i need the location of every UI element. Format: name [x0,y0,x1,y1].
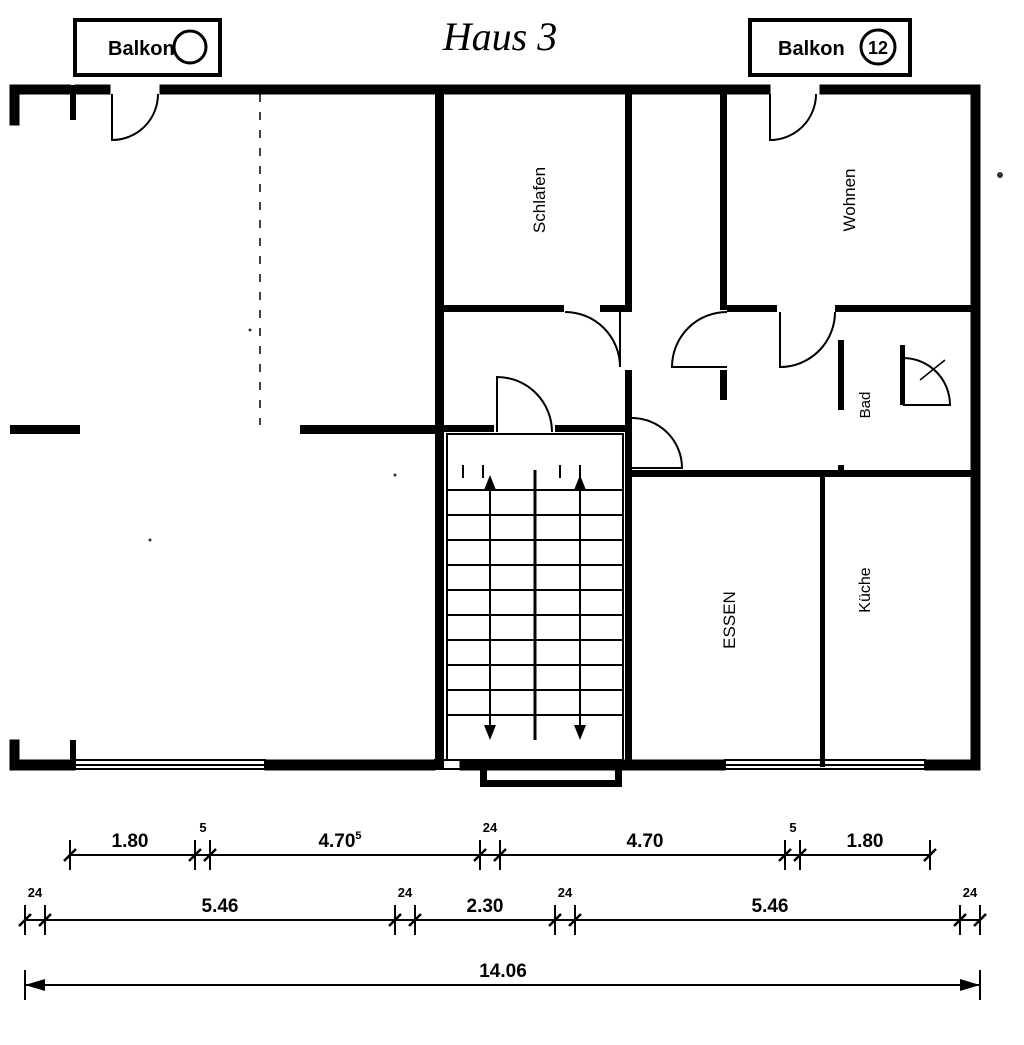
dim-r3-0: 14.06 [479,961,527,982]
dim-r1-2: 4.705 [318,830,361,852]
balkon-left-label: Balkon [108,38,175,60]
dim-r2-6s: 24 [963,885,978,900]
balkon-right-label: Balkon [778,38,845,60]
balkon-left-circle-icon [174,31,206,63]
dim-r2-3: 2.30 [467,896,504,917]
balkon-left: Balkon [75,20,220,75]
label-kuche: Küche [857,567,874,612]
dim-r1-1s: 5 [199,820,206,835]
interior-walls [10,85,980,787]
dim-r2-2s: 24 [398,885,413,900]
label-bad: Bad [857,392,874,419]
label-schlafen: Schlafen [530,167,549,233]
dim-r1-4: 4.70 [627,831,664,852]
label-essen: ESSEN [720,591,739,649]
dim-r2-1: 5.46 [202,896,239,917]
balkon-right: Balkon 12 [750,20,910,75]
dimension-row-2-labels: 24 5.46 24 2.30 24 5.46 24 [28,885,978,917]
dim-r1-0: 1.80 [112,831,149,852]
outer-walls [10,85,980,770]
dim-r1-6: 1.80 [847,831,884,852]
plan-title: Haus 3 [442,14,557,59]
dimension-row-1 [64,840,936,870]
dim-r2-4s: 24 [558,885,573,900]
dim-r2-0s: 24 [28,885,43,900]
floorplan-diagram: Haus 3 Balkon Balkon 12 [0,0,1024,1045]
unit-number: 12 [868,38,888,58]
staircase [447,434,623,760]
door-arcs [112,94,950,468]
label-wohnen: Wohnen [840,168,859,231]
dim-r2-5: 5.46 [752,896,789,917]
dim-r1-3s: 24 [483,820,498,835]
dimension-row-1-labels: 1.80 5 4.705 24 4.70 5 1.80 [112,820,884,852]
dim-r1-5s: 5 [789,820,796,835]
